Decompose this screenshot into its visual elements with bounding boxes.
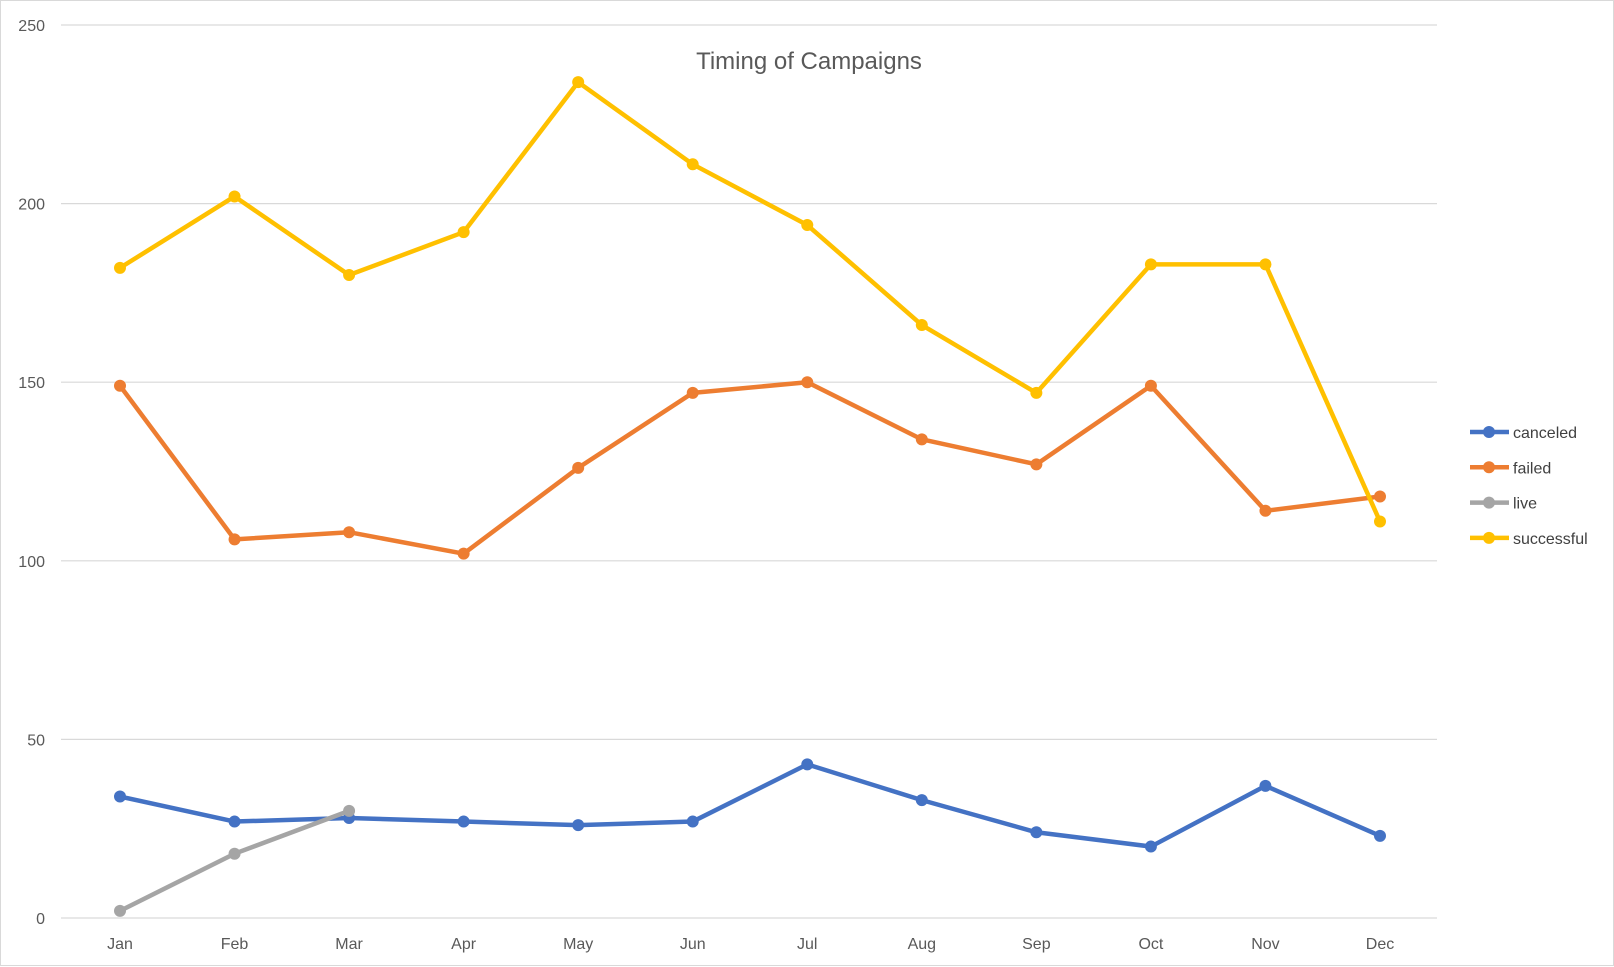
y-tick-label: 150 (18, 375, 45, 392)
failed-line (117, 379, 1383, 556)
legend-label: successful (1513, 531, 1588, 548)
live-point-Feb (228, 847, 241, 860)
x-tick-label: Jun (680, 936, 706, 953)
canceled-point-May (572, 819, 585, 832)
successful-point-Sep (1030, 386, 1043, 399)
canceled-point-Aug (915, 794, 928, 807)
live-point-Jan (114, 904, 126, 917)
failed-point-Dec (1374, 490, 1386, 503)
x-tick-label: Aug (908, 936, 936, 953)
canceled-point-Apr (457, 815, 470, 828)
successful-point-Jan (114, 261, 126, 274)
successful-point-Nov (1259, 258, 1272, 271)
canceled-point-Sep (1030, 826, 1043, 839)
failed-point-Sep (1030, 458, 1043, 471)
successful-point-Jun (686, 158, 699, 171)
legend-item-failed: failed (1470, 460, 1551, 477)
x-tick-label: Mar (335, 936, 363, 953)
canceled-point-Dec (1374, 829, 1386, 842)
legend-marker (1483, 531, 1495, 544)
successful-point-Dec (1374, 515, 1386, 528)
legend-marker (1483, 426, 1495, 438)
x-tick-label: Oct (1138, 936, 1163, 953)
x-tick-label: May (563, 936, 593, 953)
successful-point-Apr (457, 226, 470, 239)
y-tick-label: 200 (18, 197, 45, 214)
successful-point-Mar (343, 269, 356, 282)
x-tick-label: Jul (797, 936, 817, 953)
failed-point-May (572, 461, 585, 474)
successful-point-May (572, 76, 585, 89)
legend-label: failed (1513, 460, 1551, 477)
x-axis-tick-labels: Jan Feb Mar Apr May Jun Jul Aug Sep Oct Nov Dec (107, 936, 1394, 953)
y-tick-label: 100 (18, 554, 45, 571)
failed-point-Apr (457, 547, 470, 560)
x-tick-label: Jan (107, 936, 133, 953)
chart-title: Timing of Campaigns (696, 48, 922, 75)
legend: canceled failed live successful (1470, 425, 1588, 548)
y-axis-tick-labels: 0 50 100 150 200 250 (18, 18, 45, 928)
failed-point-Oct (1144, 379, 1157, 392)
y-tick-label: 0 (36, 911, 45, 928)
failed-point-Jun (686, 386, 699, 399)
legend-item-live: live (1470, 496, 1537, 513)
series-canceled (114, 758, 1386, 853)
canceled-point-Jun (686, 815, 699, 828)
legend-item-canceled: canceled (1470, 425, 1577, 442)
canceled-point-Jul (801, 758, 814, 771)
y-tick-label: 50 (27, 732, 45, 749)
series-live (114, 804, 356, 917)
x-tick-label: Sep (1022, 936, 1051, 953)
canceled-line (117, 762, 1383, 849)
y-tick-label: 250 (18, 18, 45, 35)
successful-point-Jul (801, 219, 814, 232)
series-lines (114, 76, 1386, 917)
canceled-point-Nov (1259, 779, 1272, 792)
gridlines (61, 24, 1437, 919)
legend-item-successful: successful (1470, 531, 1588, 548)
legend-label: live (1513, 496, 1537, 513)
failed-point-Jul (801, 376, 814, 389)
legend-marker (1483, 496, 1495, 509)
failed-point-Feb (228, 533, 241, 546)
successful-point-Aug (915, 319, 928, 332)
canceled-point-Jan (114, 790, 126, 803)
successful-line (117, 79, 1383, 524)
successful-point-Feb (228, 190, 241, 203)
series-successful (114, 76, 1386, 528)
legend-label: canceled (1513, 425, 1577, 442)
x-tick-label: Feb (221, 936, 249, 953)
failed-point-Mar (343, 526, 356, 539)
successful-point-Oct (1144, 258, 1157, 271)
canceled-point-Oct (1144, 840, 1157, 853)
series-failed (114, 376, 1386, 560)
legend-marker (1483, 461, 1495, 474)
canceled-point-Feb (228, 815, 241, 828)
live-point-Mar (343, 804, 356, 817)
failed-point-Aug (915, 433, 928, 446)
x-tick-label: Dec (1366, 936, 1394, 953)
failed-point-Jan (114, 379, 126, 392)
failed-point-Nov (1259, 504, 1272, 517)
x-tick-label: Nov (1251, 936, 1279, 953)
x-tick-label: Apr (451, 936, 477, 953)
